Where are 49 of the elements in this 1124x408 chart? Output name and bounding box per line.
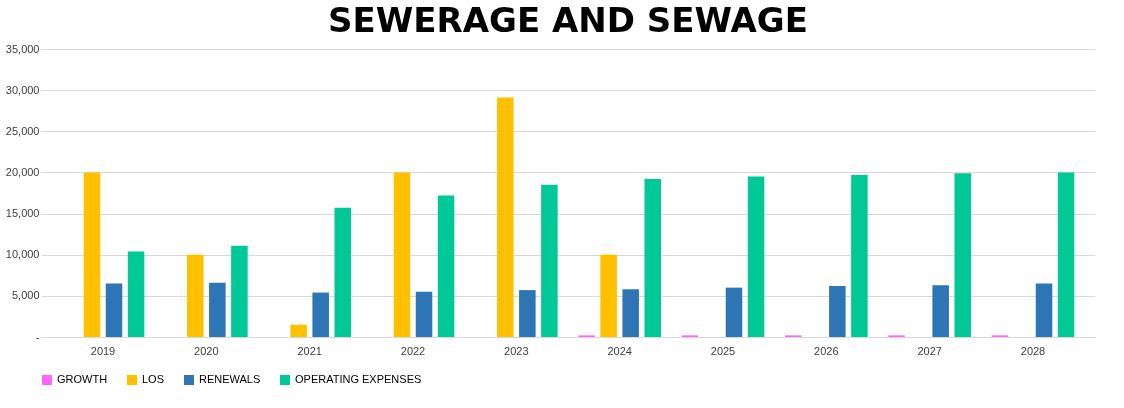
bar bbox=[954, 173, 971, 337]
bar bbox=[83, 172, 101, 337]
bar bbox=[497, 97, 514, 337]
bar bbox=[541, 184, 558, 337]
x-tick-label: 2023 bbox=[504, 344, 529, 357]
bar bbox=[415, 291, 433, 337]
y-tick-label: - bbox=[35, 330, 40, 343]
x-tick-label: 2026 bbox=[814, 344, 839, 357]
legend-label: LOS bbox=[142, 373, 165, 385]
legend-label: GROWTH bbox=[57, 373, 108, 385]
bar bbox=[290, 324, 307, 337]
x-tick-label: 2024 bbox=[607, 344, 632, 357]
bar bbox=[187, 254, 204, 337]
x-tick-label: 2020 bbox=[194, 344, 219, 357]
y-tick-label: 10,000 bbox=[5, 248, 40, 261]
y-tick-label: 30,000 bbox=[5, 83, 40, 96]
bar bbox=[393, 172, 411, 337]
bar bbox=[644, 179, 661, 337]
bar bbox=[725, 287, 743, 337]
bar bbox=[851, 174, 868, 337]
y-tick-label: 25,000 bbox=[5, 124, 40, 137]
bar bbox=[1035, 283, 1053, 337]
bar bbox=[747, 176, 765, 337]
bar bbox=[519, 290, 536, 337]
y-tick-label: 35,000 bbox=[5, 42, 40, 55]
y-tick-label: 15,000 bbox=[5, 207, 40, 220]
y-tick-label: 5,000 bbox=[11, 289, 40, 302]
bar bbox=[932, 285, 949, 337]
x-tick-label: 2019 bbox=[90, 344, 116, 357]
y-tick-label: 20,000 bbox=[5, 165, 40, 178]
x-tick-label: 2027 bbox=[917, 344, 942, 357]
legend-label: RENEWALS bbox=[199, 373, 261, 385]
x-tick-label: 2025 bbox=[710, 344, 736, 357]
bar bbox=[1057, 172, 1075, 337]
bar bbox=[334, 207, 351, 337]
bar bbox=[231, 245, 248, 337]
chart-title: SEWERAGE AND SEWAGE bbox=[328, 0, 808, 40]
x-tick-label: 2028 bbox=[1020, 344, 1046, 357]
legend-label: OPERATING EXPENSES bbox=[295, 373, 422, 385]
bar bbox=[127, 251, 145, 337]
bar bbox=[312, 292, 329, 337]
bar bbox=[622, 289, 639, 337]
x-tick-label: 2021 bbox=[297, 344, 322, 357]
bar bbox=[829, 285, 846, 337]
bar bbox=[600, 254, 617, 337]
bar bbox=[437, 195, 455, 337]
bar bbox=[209, 282, 226, 337]
x-tick-label: 2022 bbox=[400, 344, 426, 357]
bar bbox=[105, 283, 123, 337]
